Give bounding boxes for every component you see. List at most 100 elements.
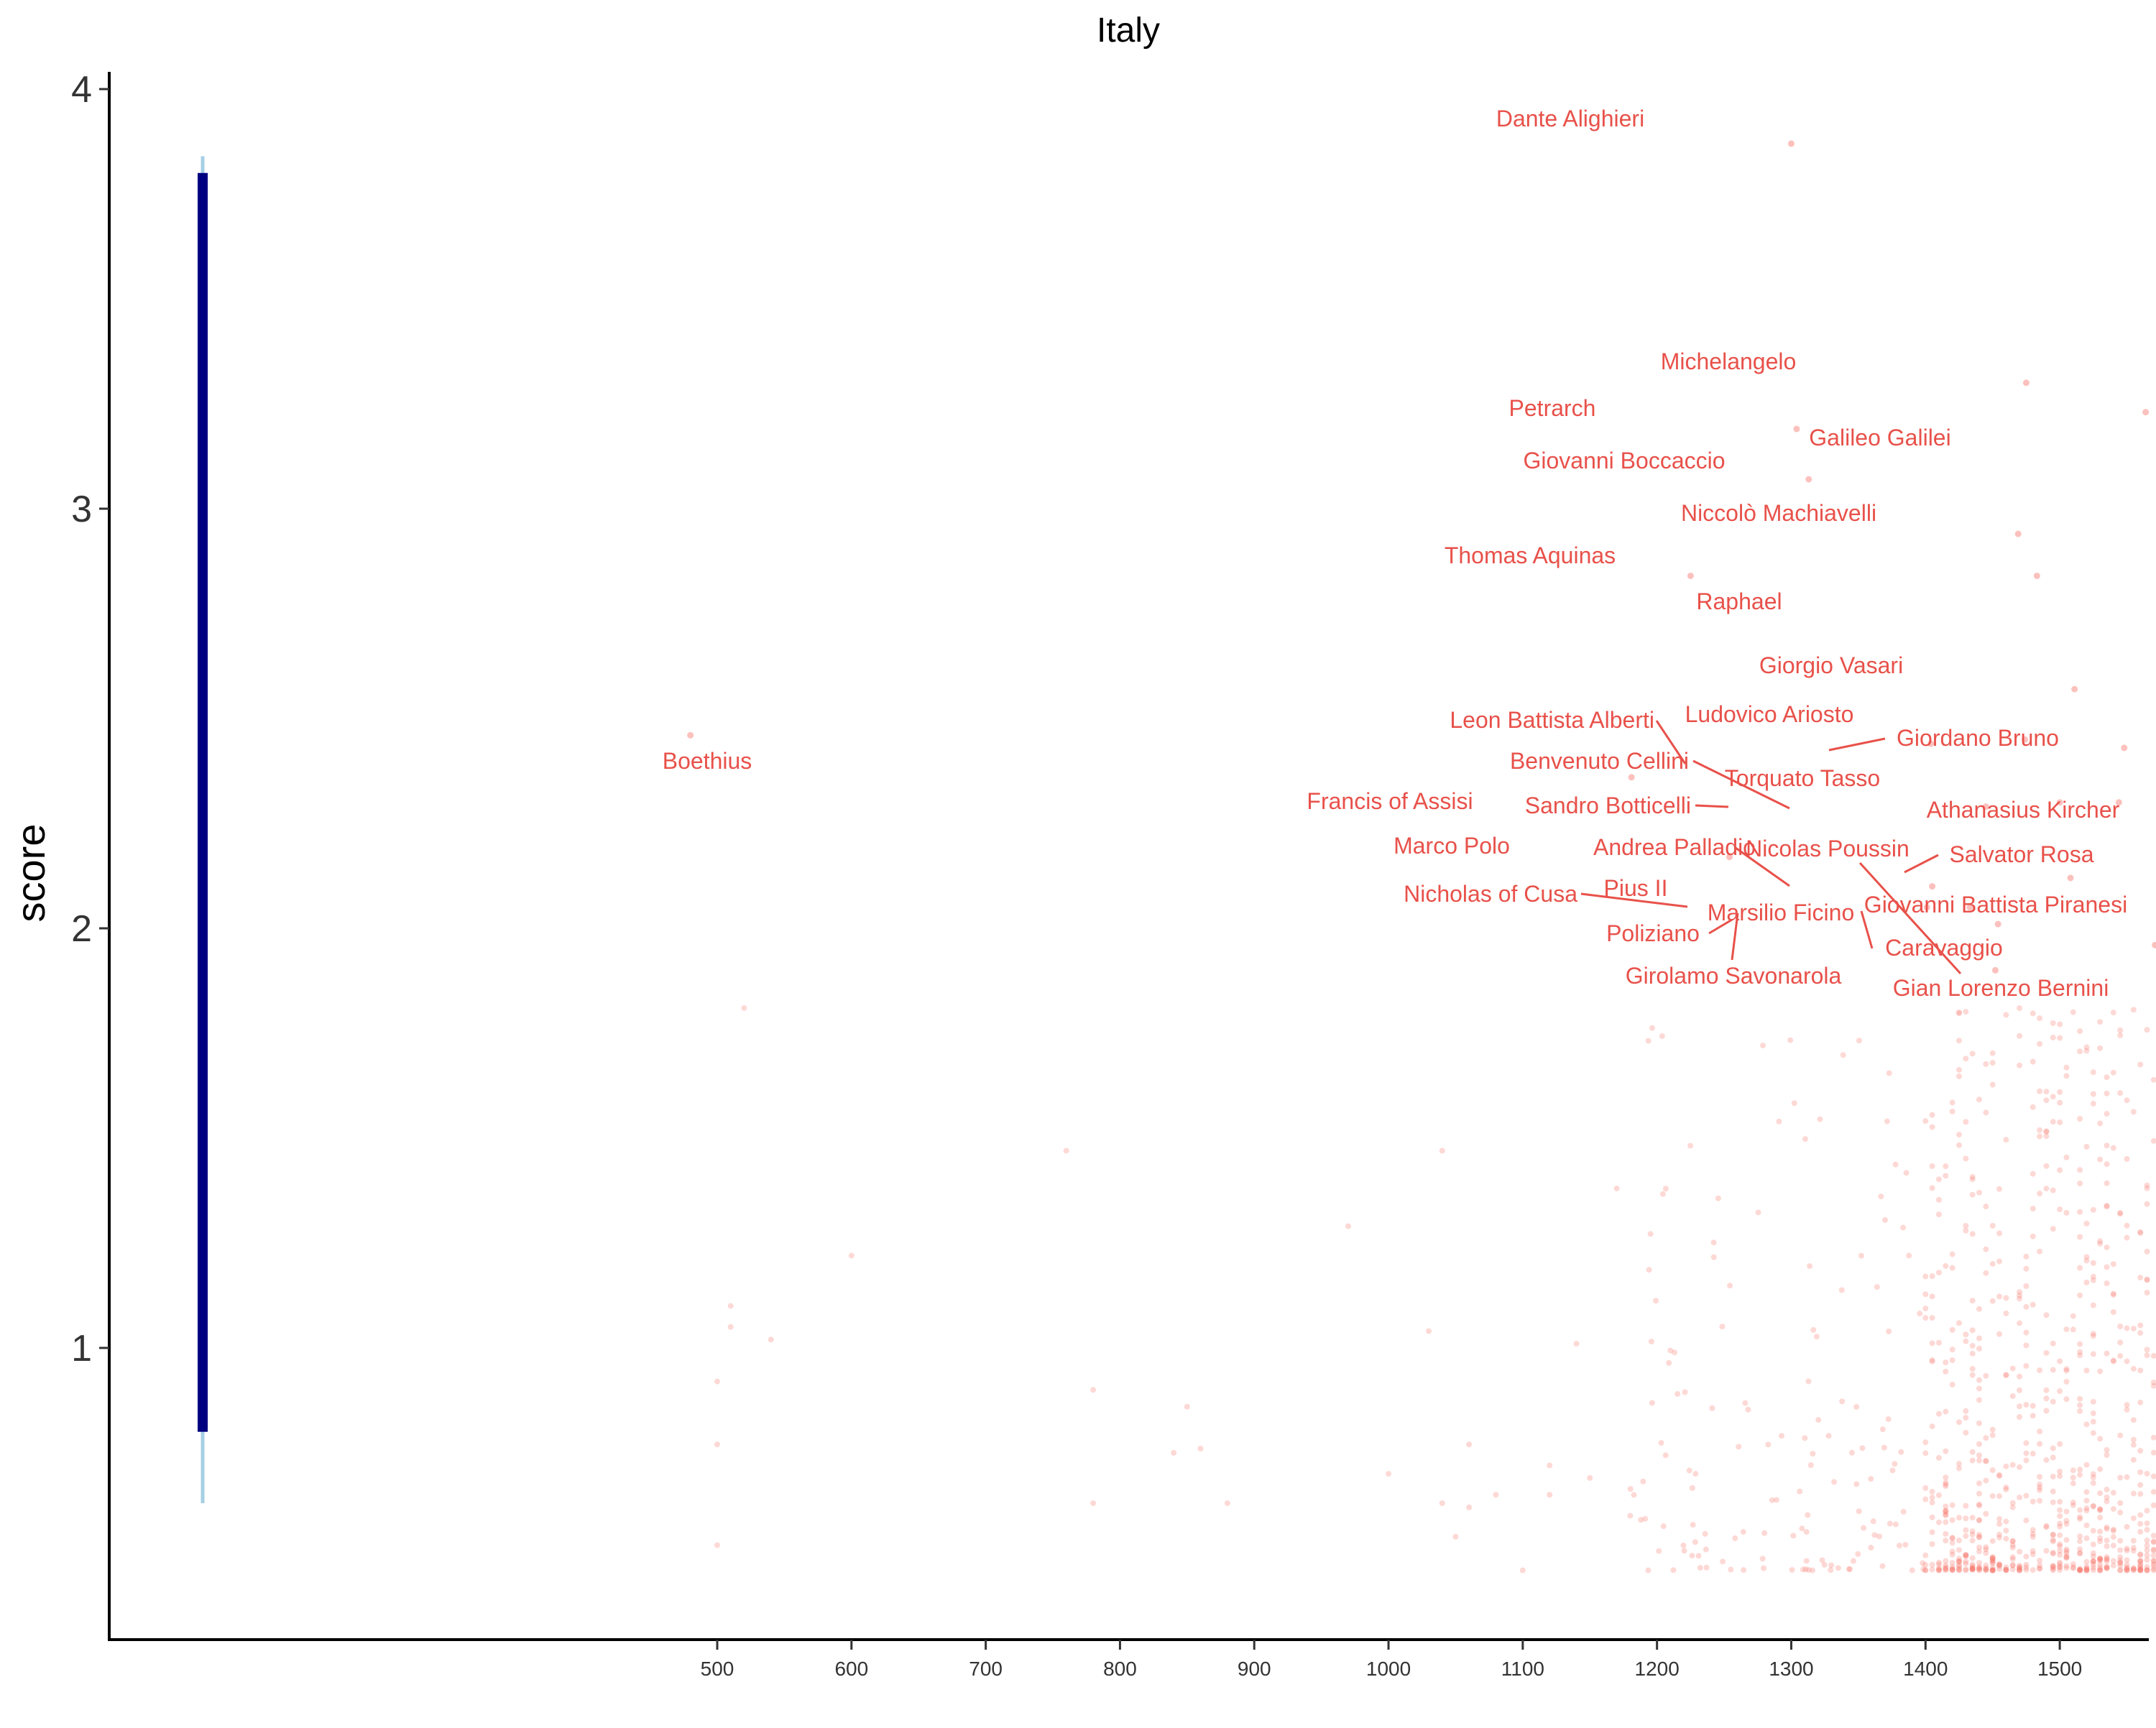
data-point [2150,1473,2156,1479]
data-point [1943,1558,1949,1564]
data-point [1920,1560,1926,1566]
data-point [2017,1565,2023,1571]
data-point [2037,1487,2043,1494]
data-point [1935,1196,1942,1203]
data-point [1659,1033,1665,1040]
data-point [1963,1553,1969,1559]
data-point [2137,1528,2144,1535]
data-point [2003,1295,2009,1301]
data-point [1825,1433,1832,1439]
labeled-point [2022,736,2029,743]
label-leader-line [1858,861,1962,975]
data-point [1989,1567,1996,1574]
data-point [2144,1182,2150,1188]
data-point [1761,1530,1768,1536]
data-point [1815,1417,1822,1423]
data-point [2077,1538,2083,1545]
labeled-point [2014,530,2022,537]
data-point [2017,1414,2023,1420]
data-point [1703,1564,1710,1571]
labeled-point [1726,854,1733,861]
data-point [2117,1090,2124,1096]
data-point [2104,1563,2110,1570]
data-point [1983,1562,1989,1568]
data-point [2117,1211,2124,1217]
data-point [1935,1410,1942,1417]
data-point [1963,1533,1969,1539]
data-point [2110,1489,2116,1496]
data-point [1810,1327,1817,1334]
data-point [2130,1567,2137,1574]
data-point [1969,1566,1976,1572]
data-point [1969,1327,1976,1334]
x-tick-label: 1100 [1501,1658,1544,1680]
data-point [2104,1498,2110,1505]
data-point [1810,1567,1816,1574]
point-label: Torquato Tasso [1725,765,1880,791]
data-point [2063,1154,2070,1160]
data-point [2150,1538,2156,1545]
data-point [2104,1537,2110,1543]
data-point [2137,1558,2144,1565]
data-point [2070,1326,2076,1333]
data-point [2050,1563,2056,1569]
data-point [2017,1567,2023,1574]
data-point [2090,1331,2096,1337]
data-point [1670,1567,1677,1574]
data-point [2050,1564,2056,1571]
point-label: Marco Polo [1393,833,1510,859]
data-point [2023,1440,2030,1446]
data-point [2017,1563,2023,1569]
data-point [1989,1564,1996,1571]
data-point [2057,1021,2063,1027]
data-point [1856,1508,1862,1515]
data-point [1969,1565,1976,1571]
data-point [1955,1558,1962,1565]
data-point [1963,1558,1969,1565]
data-point [1929,1514,1935,1520]
data-point [2110,1290,2116,1297]
data-point [1547,1492,1553,1498]
data-point [1955,1563,1962,1569]
data-point [727,1323,734,1330]
data-point [1720,1558,1726,1565]
data-point [2077,1408,2083,1414]
data-point [2110,1528,2116,1534]
data-point [2137,1567,2144,1574]
data-point [1874,1284,1880,1290]
data-point [2104,1161,2110,1168]
data-point [2144,1507,2150,1514]
data-point [1969,1191,1976,1198]
data-point [1886,1328,1892,1334]
data-point [1805,1378,1812,1385]
point-label: Boethius [663,748,752,774]
data-point [2037,1484,2043,1491]
labeled-point [1793,425,1800,433]
data-point [1949,1108,1955,1114]
data-point [2037,1497,2043,1504]
data-point [2009,1542,2016,1548]
data-point [2017,1373,2023,1380]
data-point [2063,1520,2070,1527]
data-point [2090,1333,2096,1339]
data-point [2030,1527,2036,1533]
point-label: Poliziano [1606,920,1700,946]
data-point [2104,1525,2110,1532]
data-point [2023,1517,2030,1524]
data-point [2063,1553,2070,1560]
data-point [2150,1558,2156,1564]
data-point [1922,1306,1929,1312]
data-point [2003,1310,2009,1316]
data-point [2083,1257,2090,1264]
data-point [1955,1066,1962,1073]
data-point [1063,1147,1069,1154]
labeled-point [1923,904,1930,911]
data-point [1345,1223,1352,1229]
labeled-point [2056,799,2063,806]
data-point [2124,1474,2130,1480]
data-point [2137,1552,2144,1558]
data-point [2097,1045,2104,1051]
data-point [2043,1523,2050,1529]
data-point [2030,1498,2036,1505]
data-point [2150,1449,2156,1456]
